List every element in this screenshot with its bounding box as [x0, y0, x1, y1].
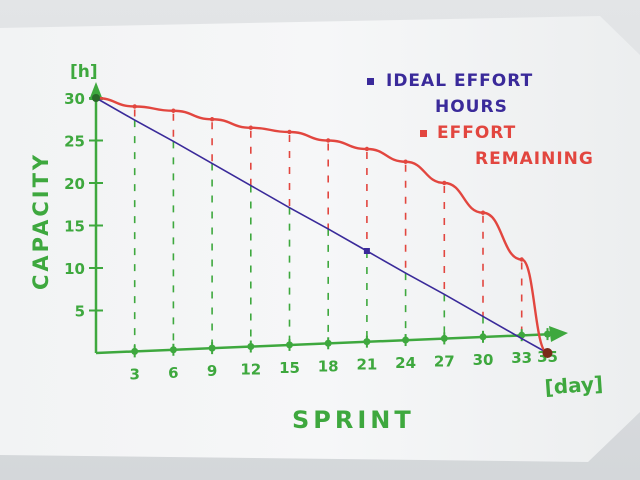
x-tick-label: 15: [279, 359, 300, 377]
y-tick-label: 10: [64, 260, 85, 278]
x-tick-label: 33: [511, 349, 532, 367]
remaining-point: [442, 180, 447, 186]
y-tick-label: 30: [64, 90, 85, 108]
y-axis-arrow: [89, 82, 103, 100]
remaining-point: [519, 257, 524, 262]
series-lines: [92, 94, 553, 358]
remaining-point: [132, 104, 137, 109]
remaining-point: [480, 210, 486, 215]
remaining-point: [287, 129, 292, 135]
y-unit-label: [h]: [70, 62, 98, 82]
legend-ideal-line2: HOURS: [435, 97, 508, 117]
legend: IDEAL EFFORT HOURS EFFORT REMAINING: [367, 71, 594, 169]
remaining-point: [326, 138, 331, 143]
ideal-mid-point: [363, 248, 370, 254]
legend-remaining-line1: EFFORT: [437, 123, 516, 143]
y-tick-label: 15: [64, 218, 85, 236]
x-axis-arrow: [549, 326, 568, 342]
remaining-point: [248, 125, 253, 130]
x-tick-label: 3: [129, 365, 139, 383]
legend-remaining-swatch: [420, 130, 427, 137]
remaining-point: [364, 146, 370, 152]
series-line-ideal: [95, 97, 548, 354]
x-unit-label: [day]: [544, 371, 604, 399]
start-point: [92, 94, 100, 102]
x-ticks: 369121518212427303335: [129, 328, 558, 383]
legend-ideal-swatch: [367, 78, 374, 85]
remaining-point: [403, 159, 408, 164]
x-tick-label: 24: [395, 354, 416, 372]
x-tick-label: 6: [168, 364, 178, 382]
remaining-point: [171, 108, 176, 113]
x-axis-label: SPRINT: [292, 406, 415, 434]
x-tick-label: 21: [356, 356, 377, 374]
x-tick-label: 30: [473, 351, 494, 369]
remaining-point: [209, 117, 215, 122]
y-tick-label: 25: [64, 133, 85, 151]
y-axis-label: CAPACITY: [29, 152, 53, 290]
vertical-guides: [133, 109, 523, 348]
y-tick-label: 5: [75, 303, 85, 321]
x-tick-label: 18: [318, 357, 339, 375]
ideal-end-point: [542, 348, 553, 358]
legend-ideal-line1: IDEAL EFFORT: [386, 71, 533, 91]
x-tick-label: 9: [207, 362, 217, 380]
y-ticks: 5 10 15 20 25 30: [64, 90, 103, 321]
x-tick-label: 27: [434, 352, 455, 370]
y-tick-label: 20: [64, 175, 85, 193]
legend-remaining-line2: REMAINING: [475, 149, 594, 169]
x-tick-label: 12: [240, 361, 261, 379]
